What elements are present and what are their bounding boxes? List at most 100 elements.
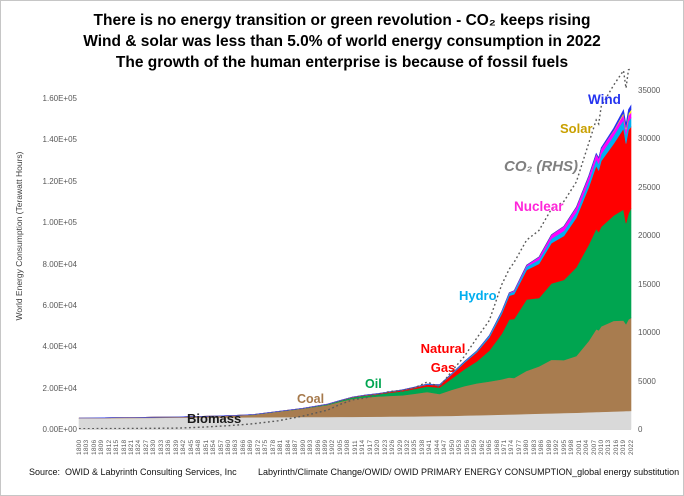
- chart-title: There is no energy transition or green r…: [1, 10, 683, 73]
- annotation-co2-rhs: CO₂ (RHS): [504, 158, 579, 175]
- x-axis-tick: 1869: [247, 439, 255, 455]
- right-axis-tick: 20000: [638, 231, 661, 241]
- annotation-solar: Solar: [560, 121, 593, 136]
- area-wind: [78, 104, 632, 419]
- annotation-natural-gas-line2: Gas: [430, 360, 456, 375]
- x-axis-tick: 1833: [157, 439, 165, 455]
- x-axis-tick: 2004: [583, 439, 591, 455]
- x-axis-tick: 1980: [523, 439, 531, 455]
- title-line-2: Wind & solar was less than 5.0% of world…: [83, 33, 601, 50]
- annotation-oil: Oil: [365, 377, 382, 391]
- x-axis-tick: 1815: [113, 439, 121, 455]
- x-axis-tick: 1935: [411, 439, 419, 455]
- x-axis-tick: 1803: [83, 439, 91, 455]
- right-axis-tick: 10000: [638, 328, 661, 338]
- footer-source: Source: OWID & Labyrinth Consulting Serv…: [29, 467, 237, 477]
- x-axis-tick: 1986: [538, 439, 546, 455]
- left-axis-tick: 6.00E+04: [42, 300, 77, 310]
- x-axis-tick: 1884: [284, 439, 292, 455]
- x-axis-tick: 1914: [359, 439, 367, 455]
- x-axis-tick: 1842: [180, 439, 188, 455]
- right-axis-tick: 30000: [638, 134, 661, 144]
- x-axis-tick: 1989: [545, 439, 553, 455]
- x-axis-tick: 1977: [515, 439, 523, 455]
- x-axis-tick: 1857: [217, 439, 225, 455]
- right-axis-tick: 0: [638, 425, 643, 434]
- x-axis-tick: 1992: [553, 439, 561, 455]
- x-axis-tick: 1974: [508, 439, 516, 455]
- left-axis-tick: 1.00E+05: [42, 218, 77, 228]
- x-axis-tick: 1845: [187, 439, 195, 455]
- x-axis-tick: 1848: [195, 439, 203, 455]
- x-axis-tick: 1851: [202, 439, 210, 455]
- left-axis-tick: 0.00E+00: [42, 425, 77, 434]
- x-axis-tick: 1899: [321, 439, 329, 455]
- annotation-hydro: Hydro: [459, 288, 497, 303]
- x-axis-tick: 2010: [597, 439, 605, 455]
- left-axis-tick: 4.00E+04: [42, 342, 77, 352]
- footer-file-path: Labyrinth/Climate Change/OWID/ OWID PRIM…: [258, 467, 680, 477]
- title-line-3: The growth of the human enterprise is be…: [115, 54, 569, 71]
- annotation-natural-gas-line1: Natural: [420, 341, 466, 356]
- x-axis-tick: 1983: [530, 439, 538, 455]
- x-axis-tick: 1953: [456, 439, 464, 455]
- title-line-1: There is no energy transition or green r…: [93, 12, 591, 29]
- x-axis-tick: 1875: [262, 439, 270, 455]
- x-axis-tick: 1818: [120, 439, 128, 455]
- x-axis-tick: 1887: [292, 439, 300, 455]
- annotation-wind: Wind: [588, 92, 621, 107]
- x-axis-tick: 1821: [128, 439, 136, 455]
- left-axis-tick: 8.00E+04: [42, 259, 77, 269]
- x-axis-tick: 1947: [441, 439, 449, 455]
- left-axis-tick: 2.00E+04: [42, 383, 77, 393]
- x-axis-tick: 1881: [277, 439, 285, 455]
- x-axis-tick: 1902: [329, 439, 337, 455]
- x-axis-tick: 2001: [575, 439, 583, 455]
- x-axis-tick: 1941: [426, 439, 434, 455]
- x-axis-tick: 1839: [172, 439, 180, 455]
- x-axis-tick: 1866: [239, 439, 247, 455]
- x-axis-tick: 2022: [627, 439, 635, 455]
- left-axis-tick: 1.20E+05: [42, 176, 77, 186]
- x-axis-tick: 1965: [486, 439, 494, 455]
- annotation-natural-gas: Natural Gas: [403, 339, 483, 377]
- right-axis-tick: 35000: [638, 86, 661, 95]
- x-axis-tick: 1827: [142, 439, 150, 455]
- x-axis-tick: 1806: [90, 439, 98, 455]
- x-axis-tick: 1938: [418, 439, 426, 455]
- x-axis-line: [79, 429, 631, 430]
- y-axis-title: World Energy Consumption (Terawatt Hours…: [14, 151, 24, 321]
- x-axis-tick: 1932: [404, 439, 412, 455]
- x-axis-tick: 1860: [224, 439, 232, 455]
- x-axis-tick: 1878: [269, 439, 277, 455]
- x-axis-tick: 2013: [605, 439, 613, 455]
- footer: Source: OWID & Labyrinth Consulting Serv…: [1, 467, 683, 487]
- x-axis-tick: 1923: [381, 439, 389, 455]
- x-axis-tick: 1872: [254, 439, 262, 455]
- x-axis-tick: 1944: [433, 439, 441, 455]
- x-axis-tick: 1908: [344, 439, 352, 455]
- plot-area: [78, 68, 632, 430]
- x-axis-tick: 1950: [448, 439, 456, 455]
- x-axis-tick: 1830: [150, 439, 158, 455]
- x-axis-tick: 2019: [620, 439, 628, 455]
- left-axis-tick: 1.40E+05: [42, 135, 77, 145]
- x-axis-tick: 1917: [366, 439, 374, 455]
- x-axis-tick: 1968: [493, 439, 501, 455]
- x-axis-tick: 1893: [307, 439, 315, 455]
- x-axis-tick: 1812: [105, 439, 113, 455]
- x-axis-tick: 1959: [471, 439, 479, 455]
- annotation-nuclear: Nuclear: [514, 199, 564, 214]
- x-axis-tick: 1929: [396, 439, 404, 455]
- right-axis-tick: 15000: [638, 279, 661, 289]
- x-axis-tick: 1998: [568, 439, 576, 455]
- x-axis-tick: 1962: [478, 439, 486, 455]
- x-axis-tick: 1905: [336, 439, 344, 455]
- x-axis-tick: 1863: [232, 439, 240, 455]
- x-axis-tick: 2016: [612, 439, 620, 455]
- x-axis-tick: 1824: [135, 439, 143, 455]
- x-axis-tick: 1956: [463, 439, 471, 455]
- x-axis-tick: 1890: [299, 439, 307, 455]
- x-axis-tick: 1896: [314, 439, 322, 455]
